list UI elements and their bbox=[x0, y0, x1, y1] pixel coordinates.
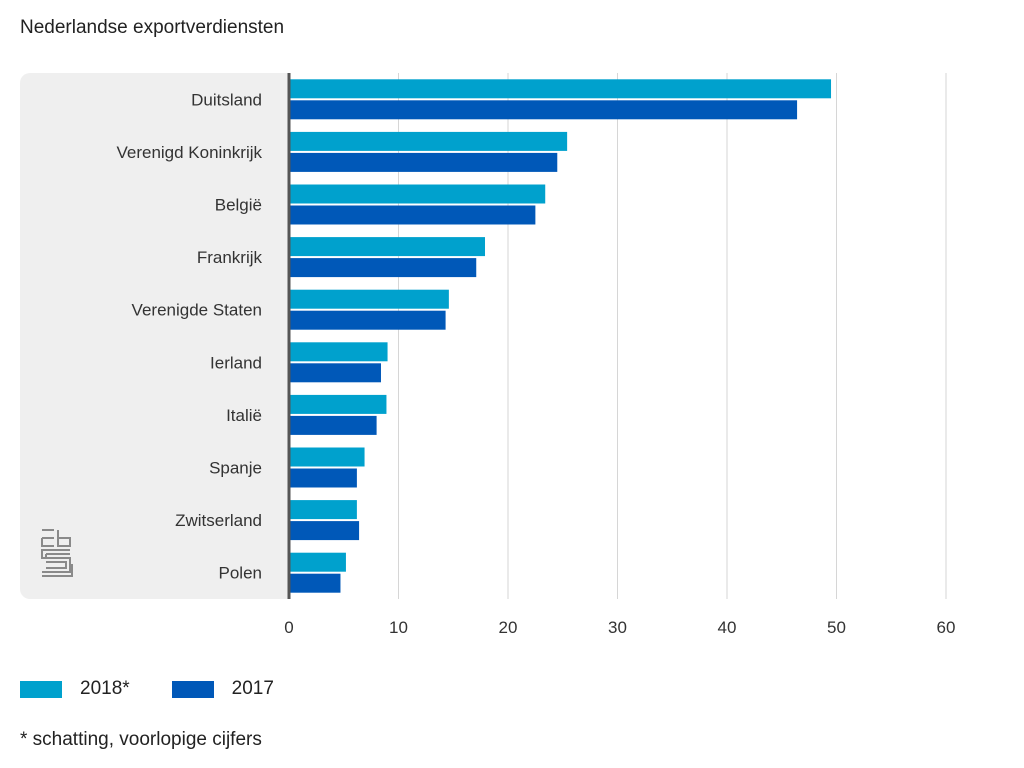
legend-swatch-2018 bbox=[20, 680, 62, 698]
chart-title: Nederlandse exportverdiensten bbox=[20, 17, 285, 38]
x-tick-label: 40 bbox=[718, 618, 737, 637]
category-label: Zwitserland bbox=[175, 511, 262, 530]
x-tick-label: 0 bbox=[284, 618, 293, 637]
bar-2018-zwitserland bbox=[289, 500, 357, 520]
bar-2018-polen bbox=[289, 552, 346, 572]
bar-2018-belgië bbox=[289, 184, 546, 204]
category-label: Verenigde Staten bbox=[132, 301, 262, 320]
category-label: Verenigd Koninkrijk bbox=[116, 143, 262, 162]
bar-2017-spanje bbox=[289, 468, 357, 488]
bar-2018-verenigd-koninkrijk bbox=[289, 131, 568, 151]
bar-2017-ierland bbox=[289, 363, 381, 383]
bar-2017-verenigd-koninkrijk bbox=[289, 152, 558, 172]
bar-2017-zwitserland bbox=[289, 521, 360, 541]
bar-2018-spanje bbox=[289, 447, 365, 467]
bar-2017-polen bbox=[289, 573, 341, 593]
category-label-panel bbox=[20, 73, 290, 599]
footnote: * schatting, voorlopige cijfers bbox=[20, 729, 262, 750]
bar-2018-italië bbox=[289, 394, 387, 414]
legend: 2018* 2017 bbox=[20, 678, 316, 700]
category-label: Polen bbox=[219, 564, 262, 583]
category-label: Spanje bbox=[209, 459, 262, 478]
category-label: Duitsland bbox=[191, 90, 262, 109]
legend-label-2018: 2018* bbox=[80, 678, 130, 699]
bar-2018-frankrijk bbox=[289, 237, 486, 257]
cbs-logo-icon bbox=[40, 528, 74, 578]
bar-2017-frankrijk bbox=[289, 258, 477, 278]
category-label: Frankrijk bbox=[197, 248, 263, 267]
bar-2017-italië bbox=[289, 415, 377, 435]
x-tick-label: 60 bbox=[937, 618, 956, 637]
category-label: België bbox=[215, 196, 262, 215]
bar-chart: Duitsland Verenigd Koninkrijk België Frankr… bbox=[116, 73, 956, 637]
x-tick-label: 50 bbox=[827, 618, 846, 637]
category-label: Ierland bbox=[210, 353, 262, 372]
bar-2018-duitsland bbox=[289, 79, 832, 99]
legend-swatch-2017 bbox=[171, 680, 214, 698]
bar-2017-verenigde-staten bbox=[289, 310, 446, 330]
legend-item-2018: 2018* bbox=[20, 678, 130, 700]
category-label: Italië bbox=[226, 406, 262, 425]
x-tick-label: 10 bbox=[389, 618, 408, 637]
bar-2017-duitsland bbox=[289, 100, 798, 120]
legend-label-2017: 2017 bbox=[231, 678, 274, 699]
legend-item-2017: 2017 bbox=[171, 678, 274, 700]
bar-2018-ierland bbox=[289, 342, 388, 362]
x-tick-label: 30 bbox=[608, 618, 627, 637]
bar-2017-belgië bbox=[289, 205, 536, 225]
x-tick-label: 20 bbox=[499, 618, 518, 637]
bar-2018-verenigde-staten bbox=[289, 289, 449, 309]
